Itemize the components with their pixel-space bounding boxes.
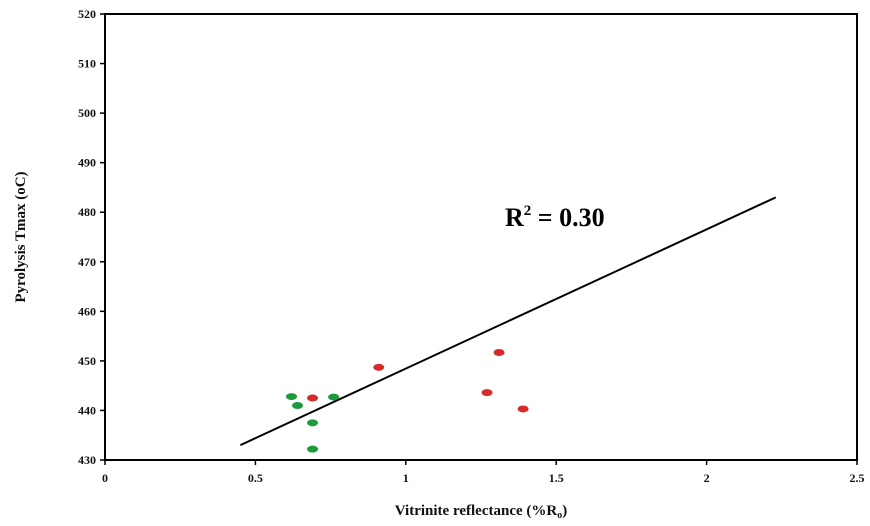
data-point bbox=[307, 445, 319, 453]
trendline bbox=[239, 196, 777, 447]
y-tick-label: 490 bbox=[78, 156, 96, 170]
r-squared-annotation: R2 = 0.30 bbox=[505, 203, 605, 232]
y-tick-label: 460 bbox=[78, 304, 96, 318]
data-points bbox=[285, 348, 529, 453]
data-point bbox=[307, 394, 319, 402]
data-point bbox=[328, 393, 340, 401]
y-tick-label: 480 bbox=[78, 205, 96, 219]
y-tick-label: 470 bbox=[78, 255, 96, 269]
x-tick-label: 2.5 bbox=[850, 471, 865, 485]
data-point bbox=[517, 405, 529, 413]
x-tick-label: 2 bbox=[704, 471, 710, 485]
x-tick-label: 1 bbox=[403, 471, 409, 485]
data-point bbox=[373, 363, 385, 371]
y-tick-label: 510 bbox=[78, 57, 96, 71]
x-axis-ticks: 0 0.5 1 1.5 2 2.5 bbox=[102, 460, 865, 485]
data-point bbox=[481, 389, 493, 397]
data-point bbox=[307, 419, 319, 427]
y-tick-label: 450 bbox=[78, 354, 96, 368]
y-tick-label: 440 bbox=[78, 403, 96, 417]
x-tick-label: 0.5 bbox=[248, 471, 263, 485]
x-tick-label: 0 bbox=[102, 471, 108, 485]
plot-frame bbox=[104, 13, 858, 461]
y-axis-ticks: 430 440 450 460 470 480 490 500 510 520 bbox=[78, 7, 105, 467]
x-axis-label: Vitrinite reflectance (%Ro) bbox=[395, 503, 567, 521]
y-tick-label: 430 bbox=[78, 453, 96, 467]
data-point bbox=[292, 401, 304, 409]
data-point bbox=[493, 348, 505, 356]
y-tick-label: 500 bbox=[78, 106, 96, 120]
y-axis-label: Pyrolysis Tmax (oC) bbox=[13, 171, 29, 302]
x-tick-label: 1.5 bbox=[549, 471, 564, 485]
data-point bbox=[285, 393, 297, 401]
y-tick-label: 520 bbox=[78, 7, 96, 21]
